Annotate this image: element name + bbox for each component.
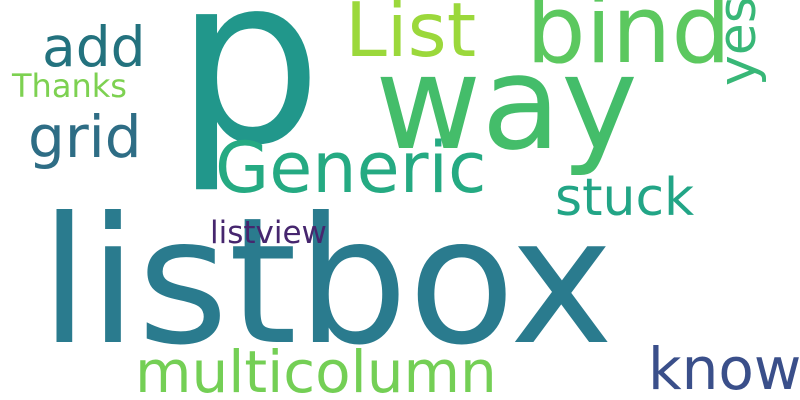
word-add: add <box>42 15 146 79</box>
word-list: List <box>345 0 477 74</box>
word-bind: bind <box>526 0 732 85</box>
word-generic: Generic <box>215 127 487 209</box>
word-way: way <box>375 27 638 179</box>
word-grid: grid <box>28 103 142 171</box>
word-p: p <box>175 0 323 196</box>
word-know: know <box>648 335 800 400</box>
word-multicolumn: multicolumn <box>135 338 497 400</box>
word-listview: listview <box>210 215 327 251</box>
word-yes: yes <box>708 0 768 86</box>
word-stuck: stuck <box>555 168 695 228</box>
word-listbox: listbox <box>40 181 614 384</box>
word-thanks: Thanks <box>12 67 127 105</box>
